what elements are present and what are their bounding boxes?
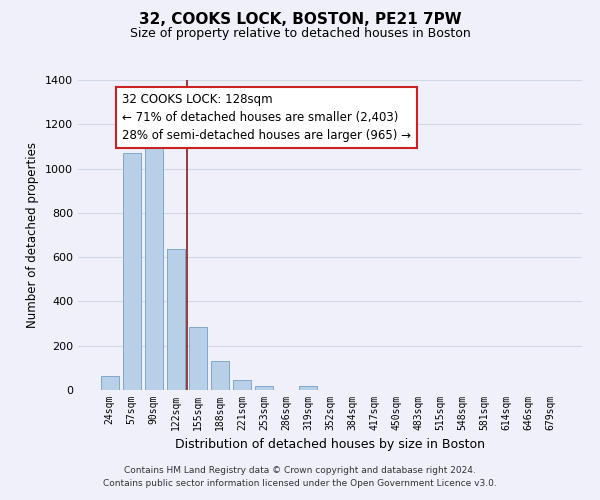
Text: 32 COOKS LOCK: 128sqm
← 71% of detached houses are smaller (2,403)
28% of semi-d: 32 COOKS LOCK: 128sqm ← 71% of detached …	[122, 94, 411, 142]
Bar	[167, 250, 185, 390]
Text: 32, COOKS LOCK, BOSTON, PE21 7PW: 32, COOKS LOCK, BOSTON, PE21 7PW	[139, 12, 461, 28]
Text: Size of property relative to detached houses in Boston: Size of property relative to detached ho…	[130, 28, 470, 40]
Bar	[211, 361, 229, 390]
X-axis label: Distribution of detached houses by size in Boston: Distribution of detached houses by size …	[175, 438, 485, 452]
Y-axis label: Number of detached properties: Number of detached properties	[26, 142, 40, 328]
Bar	[101, 376, 119, 390]
Bar	[145, 133, 163, 390]
Bar	[189, 327, 206, 390]
Bar	[299, 386, 317, 390]
Bar	[123, 153, 140, 390]
Bar	[255, 386, 273, 390]
Bar	[233, 380, 251, 390]
Text: Contains HM Land Registry data © Crown copyright and database right 2024.
Contai: Contains HM Land Registry data © Crown c…	[103, 466, 497, 487]
